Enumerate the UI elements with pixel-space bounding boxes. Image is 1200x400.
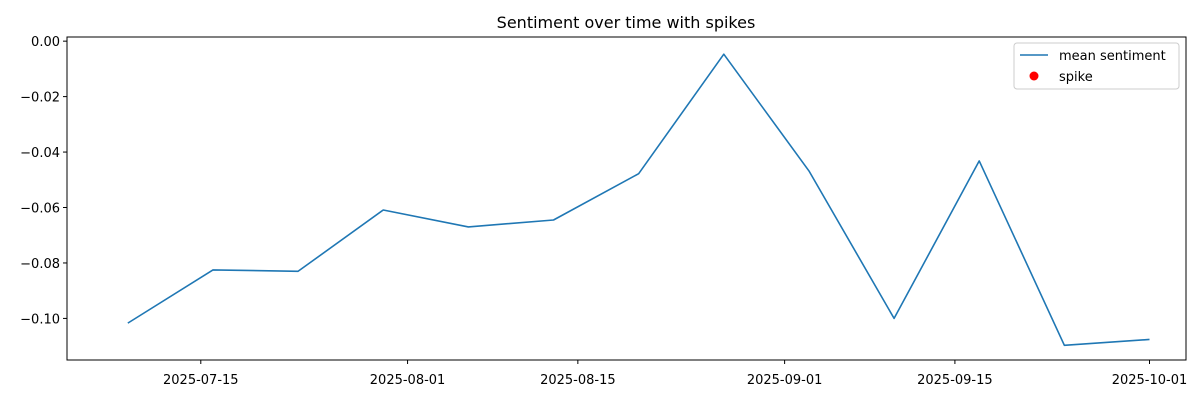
y-axis: 0.00 −0.02 −0.04 −0.06 −0.08 −0.10 [20, 35, 67, 327]
y-tick-label: −0.06 [20, 202, 60, 217]
legend-label: mean sentiment [1059, 49, 1166, 64]
series-layer [127, 53, 1150, 347]
legend-box [1013, 42, 1180, 90]
y-tick-label: −0.02 [20, 91, 60, 106]
x-axis: 2025-07-15 2025-08-01 2025-08-15 2025-09-01… [163, 360, 1187, 388]
plot-area-frame [66, 36, 1187, 361]
series-line-mean-sentiment [127, 53, 1150, 347]
x-tick-label: 2025-08-01 [370, 373, 446, 388]
x-tick-label: 2025-09-15 [917, 373, 993, 388]
y-tick-label: −0.04 [20, 146, 60, 161]
x-tick-label: 2025-07-15 [163, 373, 239, 388]
x-tick-label: 2025-10-01 [1112, 373, 1188, 388]
x-tick-label: 2025-08-15 [540, 373, 616, 388]
y-tick-label: 0.00 [31, 35, 60, 50]
x-tick-label: 2025-09-01 [747, 373, 823, 388]
y-tick-label: −0.10 [20, 312, 60, 327]
chart-title: Sentiment over time with spikes [497, 13, 756, 32]
y-tick-label: −0.08 [20, 257, 60, 272]
legend-label: spike [1059, 70, 1093, 85]
legend: mean sentiment spike [1013, 42, 1180, 90]
legend-dot-swatch [1029, 71, 1039, 81]
